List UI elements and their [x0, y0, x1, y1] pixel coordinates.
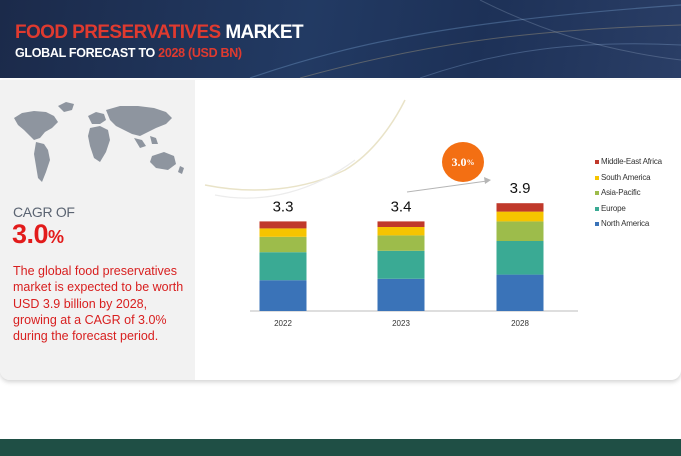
- legend-label: North America: [601, 219, 650, 228]
- decorative-swoosh: [204, 99, 406, 191]
- bar-segment-middle-east-africa-2022: [259, 221, 307, 229]
- page-title: FOOD PRESERVATIVES MARKET: [15, 22, 304, 43]
- legend-label: Middle-East Africa: [601, 157, 662, 166]
- bar-segment-north-america-2023: [377, 278, 425, 311]
- title-rest: MARKET: [225, 22, 303, 43]
- page-subtitle: GLOBAL FORECAST TO 2028 (USD BN): [15, 46, 242, 60]
- x-tick-label-2022: 2022: [274, 319, 292, 328]
- bar-segment-north-america-2022: [259, 280, 307, 311]
- bar-segment-south-america-2028: [496, 211, 544, 222]
- growth-arrow-line: [406, 180, 488, 193]
- bar-segment-asia-pacific-2023: [377, 235, 425, 251]
- legend-swatch: [595, 191, 599, 195]
- legend-swatch: [595, 160, 599, 164]
- cagr-unit: %: [48, 227, 64, 247]
- infographic-card: CAGR OF 3.0% The global food preservativ…: [0, 80, 681, 380]
- bar-segment-north-america-2028: [496, 274, 544, 311]
- subtitle-highlight: 2028 (USD BN): [158, 46, 242, 60]
- cagr-number: 3.0: [12, 219, 49, 249]
- market-description: The global food preservatives market is …: [13, 264, 184, 344]
- cagr-value: 3.0%: [12, 219, 64, 250]
- cagr-label: CAGR OF: [13, 204, 75, 220]
- total-label-2023: 3.4: [391, 198, 412, 215]
- bar-segment-asia-pacific-2028: [496, 221, 544, 241]
- legend-swatch: [595, 206, 599, 211]
- legend-label: Asia-Pacific: [601, 188, 641, 197]
- bar-segment-south-america-2023: [377, 227, 425, 236]
- badge-number: 3.0: [451, 154, 467, 169]
- bar-segment-south-america-2022: [259, 228, 307, 237]
- bar-segment-europe-2022: [259, 252, 307, 281]
- x-tick-label-2028: 2028: [511, 319, 529, 328]
- legend-swatch: [595, 175, 599, 180]
- footer-bar: [0, 439, 681, 456]
- stacked-bar-chart: 3.3 2022 3.4 2023 3.9 2028: [204, 99, 578, 328]
- bar-segment-europe-2028: [496, 241, 544, 275]
- bar-segment-middle-east-africa-2028: [496, 203, 544, 212]
- title-highlight: FOOD PRESERVATIVES: [15, 22, 221, 43]
- legend-swatch: [595, 222, 599, 226]
- subtitle-prefix: GLOBAL FORECAST TO: [15, 46, 155, 60]
- total-label-2028: 3.9: [510, 180, 531, 197]
- bar-segment-asia-pacific-2022: [259, 236, 307, 253]
- x-tick-label-2023: 2023: [392, 319, 410, 328]
- legend-label: South America: [601, 172, 651, 182]
- banner-light-streaks: [249, 0, 681, 78]
- decorative-swoosh: [214, 159, 356, 199]
- cagr-badge: 3.0%: [442, 142, 484, 182]
- total-label-2022: 3.3: [273, 198, 294, 215]
- growth-arrow-head: [484, 177, 491, 184]
- world-map-icon: [14, 102, 184, 182]
- legend-label: Europe: [601, 203, 626, 213]
- bar-segment-middle-east-africa-2023: [377, 221, 425, 227]
- summary-panel: CAGR OF 3.0% The global food preservativ…: [0, 80, 195, 380]
- badge-unit: %: [466, 157, 475, 167]
- bar-segment-europe-2023: [377, 250, 425, 279]
- header-banner: FOOD PRESERVATIVES MARKET GLOBAL FORECAS…: [0, 0, 681, 78]
